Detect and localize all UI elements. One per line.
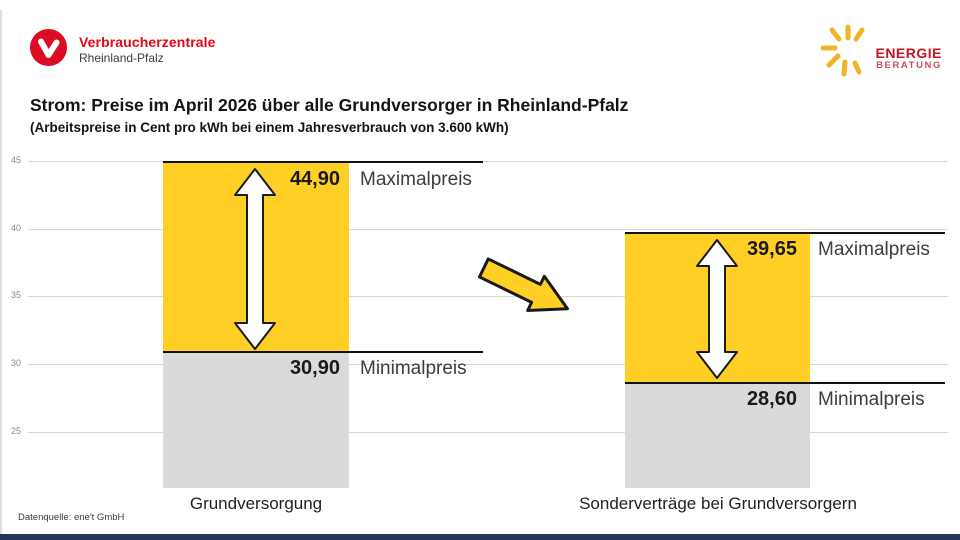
min-value-sondervertraege: 28,60 [746, 388, 797, 410]
left-edge-line [0, 10, 2, 534]
min-label-sondervertraege: Minimalpreis [818, 389, 925, 410]
vz-circle-v-icon [30, 29, 67, 71]
min-line-sondervertraege [625, 382, 945, 384]
ytick-25: 25 [10, 426, 21, 436]
sun-rays-icon [817, 22, 879, 85]
gridline-45 [28, 161, 948, 162]
gridline-35 [28, 296, 948, 297]
ytick-40: 40 [10, 223, 21, 233]
max-label-grundversorgung: Maximalpreis [360, 169, 472, 190]
min-value-grundversorgung: 30,90 [289, 357, 340, 379]
category-label-grundversorgung: Grundversorgung [189, 494, 323, 513]
vz-logo-name: Verbraucherzentrale [79, 34, 216, 51]
range-double-arrow-icon [695, 238, 739, 385]
footer-accent-bar [0, 534, 960, 540]
max-line-grundversorgung [163, 161, 483, 163]
verbraucherzentrale-logo: Verbraucherzentrale Rheinland-Pfalz [30, 29, 216, 71]
vz-logo-region: Rheinland-Pfalz [79, 50, 164, 65]
category-label-sondervertraege: Sonderverträge bei Grundversorgern [579, 494, 857, 513]
ytick-45: 45 [10, 155, 21, 165]
max-value-sondervertraege: 39,65 [746, 238, 797, 260]
gridline-30 [28, 364, 948, 365]
max-line-sondervertraege [625, 232, 945, 234]
trend-down-arrow-icon [470, 247, 580, 334]
bar-sondervertraege-base [625, 383, 810, 488]
gridline-25 [28, 432, 948, 433]
max-label-sondervertraege: Maximalpreis [818, 239, 930, 260]
max-value-grundversorgung: 44,90 [289, 168, 340, 190]
data-source-note: Datenquelle: ene't GmbH [18, 512, 125, 523]
bar-grundversorgung-base [163, 352, 349, 488]
page-title: Strom: Preise im April 2026 über alle Gr… [30, 95, 629, 115]
page-subtitle: (Arbeitspreise in Cent pro kWh bei einem… [30, 120, 509, 135]
min-label-grundversorgung: Minimalpreis [360, 358, 467, 379]
range-double-arrow-icon [233, 167, 277, 356]
energieberatung-logo: ENERGIE BERATUNG [817, 22, 942, 85]
gridline-40 [28, 229, 948, 230]
min-line-grundversorgung [163, 351, 483, 353]
ytick-30: 30 [10, 358, 21, 368]
ytick-35: 35 [10, 290, 21, 300]
energie-logo-line2: BERATUNG [876, 59, 942, 71]
energie-logo-line1: ENERGIE [875, 45, 942, 62]
